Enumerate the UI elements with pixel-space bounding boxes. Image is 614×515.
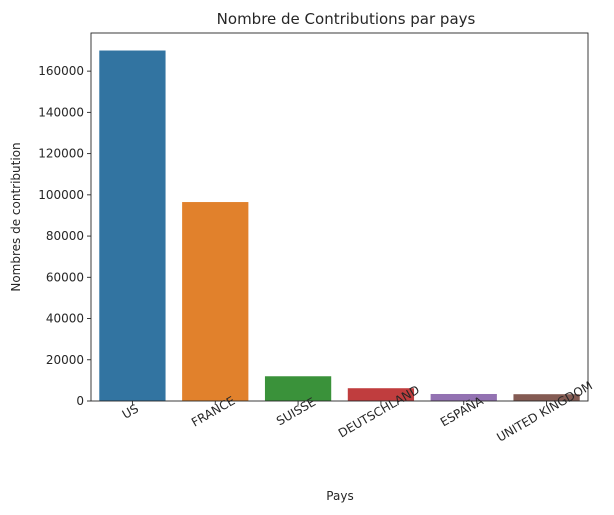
- chart-title: Nombre de Contributions par pays: [217, 10, 476, 28]
- y-axis-label: Nombres de contribution: [9, 142, 23, 291]
- bar-us: [99, 50, 166, 402]
- y-tick-label: 80000: [46, 229, 84, 243]
- y-axis-ticks: 0 20000 40000 60000 80000 100000 120000 140000 1…: [38, 64, 91, 408]
- y-tick-label: 160000: [38, 64, 84, 78]
- plot-frame: [90, 32, 589, 402]
- bar-united-kingdom: [513, 394, 580, 401]
- y-tick-label: 100000: [38, 188, 84, 202]
- y-tick-label: 40000: [46, 312, 84, 326]
- bars: [99, 50, 580, 402]
- bar-france: [182, 202, 249, 401]
- y-tick-label: 60000: [46, 270, 84, 284]
- y-tick-label: 0: [76, 394, 84, 408]
- y-tick-label: 120000: [38, 147, 84, 161]
- bar-deutschland: [347, 388, 415, 401]
- bar-españa: [430, 393, 497, 401]
- x-tick-label: US: [120, 401, 141, 421]
- x-axis-label: Pays: [326, 489, 353, 503]
- y-tick-label: 140000: [38, 105, 84, 119]
- bar-suisse: [264, 376, 332, 401]
- y-tick-label: 20000: [46, 353, 84, 367]
- x-tick-label: UNITED KINGDOM: [494, 378, 595, 444]
